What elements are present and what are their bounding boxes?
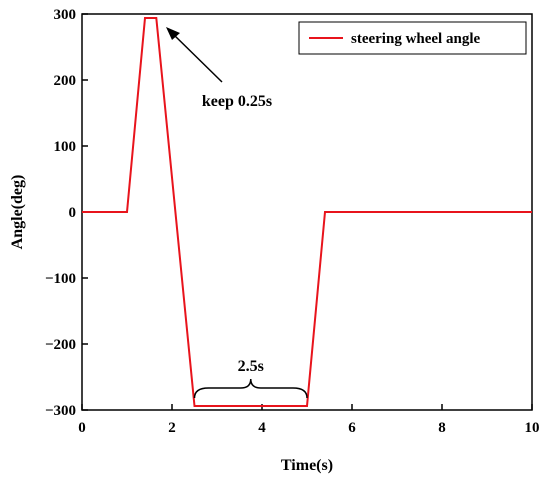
x-tick-label: 2 [168, 420, 176, 436]
y-tick-label: 100 [54, 139, 77, 155]
series-line-steering-wheel-angle [82, 17, 532, 407]
x-tick-label: 8 [438, 420, 446, 436]
annotation-keep-label: keep 0.25s [202, 93, 272, 110]
x-axis-title: Time(s) [281, 457, 333, 474]
annotation-arrowhead [166, 27, 180, 40]
brace-shape [193, 378, 308, 399]
x-tick-label: 6 [348, 420, 356, 436]
x-tick-label: 0 [78, 420, 86, 436]
y-tick-label: −300 [45, 403, 76, 419]
y-tick-label: 0 [69, 205, 77, 221]
legend: steering wheel angle [298, 21, 527, 55]
annotation-brace: 2.5s [193, 358, 308, 399]
y-tick-label: 300 [54, 7, 77, 23]
x-tick-label: 4 [258, 420, 266, 436]
y-axis: 300 200 100 0 −100 −200 −300 [45, 7, 88, 419]
annotation-brace-label: 2.5s [238, 358, 264, 375]
x-tick-label: 10 [525, 420, 540, 436]
y-axis-title: Angle(deg) [9, 175, 26, 250]
y-tick-label: −100 [45, 271, 76, 287]
y-tick-label: −200 [45, 337, 76, 353]
annotation-arrow-shaft [171, 32, 223, 83]
x-axis: 0 2 4 6 8 10 [78, 404, 540, 436]
legend-label: steering wheel angle [351, 31, 480, 47]
annotation-keep: keep 0.25s [166, 27, 272, 110]
y-tick-label: 200 [54, 73, 77, 89]
